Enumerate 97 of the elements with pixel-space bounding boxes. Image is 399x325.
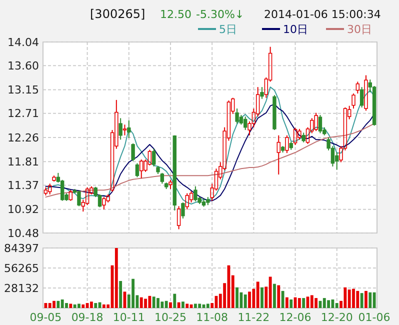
bar [314, 298, 318, 308]
bar [344, 287, 347, 308]
bar [256, 282, 260, 308]
bar [140, 297, 143, 308]
x-tick-label: 09-05 [30, 311, 62, 324]
bar [268, 276, 272, 308]
bar [310, 295, 314, 308]
bar [48, 303, 52, 308]
bar [94, 303, 98, 308]
candlestick [68, 190, 73, 202]
bar [302, 298, 306, 308]
candlestick [260, 86, 264, 100]
bar [244, 294, 247, 308]
bar [102, 304, 106, 308]
bar [52, 300, 56, 308]
bar [186, 304, 189, 308]
bar [65, 303, 68, 308]
bar [164, 300, 168, 308]
bar [82, 304, 85, 308]
bar [182, 302, 184, 308]
bar [90, 302, 93, 308]
bar [194, 304, 197, 308]
text: 2014-01-06 15:00:34 [264, 8, 381, 21]
bar [198, 304, 202, 308]
bar [348, 290, 351, 308]
bar [322, 298, 326, 308]
x-tick-label: 11-08 [196, 311, 228, 324]
chart-title: [300265] [90, 7, 146, 21]
bar [148, 296, 152, 308]
bar [69, 304, 72, 308]
bar [364, 290, 368, 308]
x-tick-label: 12-06 [279, 311, 312, 324]
bar [56, 300, 60, 308]
legend-label: 5日 [219, 23, 237, 36]
bar [152, 296, 156, 308]
bar [177, 302, 180, 308]
bar [44, 303, 48, 308]
bar [298, 298, 301, 308]
bar [86, 303, 89, 308]
x-tick-label: 09-18 [71, 311, 104, 324]
bar [360, 293, 364, 308]
bar [356, 290, 360, 308]
bar [119, 280, 122, 308]
bar [372, 292, 376, 308]
y-tick-label: 84397 [4, 242, 39, 255]
bar [290, 299, 293, 308]
text: 12.50 [160, 8, 192, 21]
bar [368, 292, 372, 308]
bar [285, 297, 288, 308]
bar [156, 298, 160, 308]
bar [132, 278, 135, 308]
y-tick-label: 11.81 [8, 155, 39, 168]
y-tick-label: 14.04 [8, 36, 39, 49]
bar [335, 303, 338, 308]
candlestick [302, 132, 306, 143]
bar [277, 285, 280, 308]
candlestick [122, 124, 127, 136]
bar [248, 292, 251, 308]
candlestick [244, 116, 248, 130]
y-tick-label: 10.92 [8, 203, 39, 216]
bar [260, 287, 264, 308]
text: -5.30%↓ [196, 8, 244, 21]
bar [114, 248, 118, 308]
x-tick-label: 01-06 [358, 311, 390, 324]
candlestick [102, 196, 106, 210]
bar [273, 284, 276, 308]
candlestick [127, 120, 131, 139]
bar [327, 300, 330, 308]
legend-label: 30日 [347, 23, 372, 36]
y-tick-label: 10.48 [8, 226, 39, 240]
legend-label: 10日 [283, 23, 308, 36]
y-tick-label: 12.26 [8, 131, 39, 144]
candlestick [276, 134, 280, 176]
x-tick-label: 10-11 [112, 311, 145, 324]
x-tick-label: 12-20 [320, 311, 353, 324]
y-tick-label: 11.37 [8, 179, 39, 192]
bar [173, 294, 176, 308]
x-tick-label: 10-25 [154, 311, 186, 324]
bar [331, 299, 334, 308]
y-tick-label: 12.71 [8, 107, 39, 120]
y-tick-label: 56265 [4, 262, 39, 275]
bar [206, 304, 210, 308]
y-tick-label: 13.15 [8, 84, 39, 97]
bar [144, 298, 147, 308]
candlestick [335, 152, 339, 170]
bar [60, 299, 64, 308]
line-series [45, 104, 375, 202]
bar [169, 302, 172, 308]
x-tick-label: 11-22 [238, 311, 270, 324]
bar [73, 304, 76, 308]
bar [352, 288, 355, 308]
bar [160, 302, 164, 308]
line-series [45, 123, 375, 198]
y-tick-label: 13.60 [8, 59, 39, 72]
bar [78, 304, 80, 308]
y-tick-label: 28132 [4, 282, 39, 295]
bar [236, 287, 238, 308]
